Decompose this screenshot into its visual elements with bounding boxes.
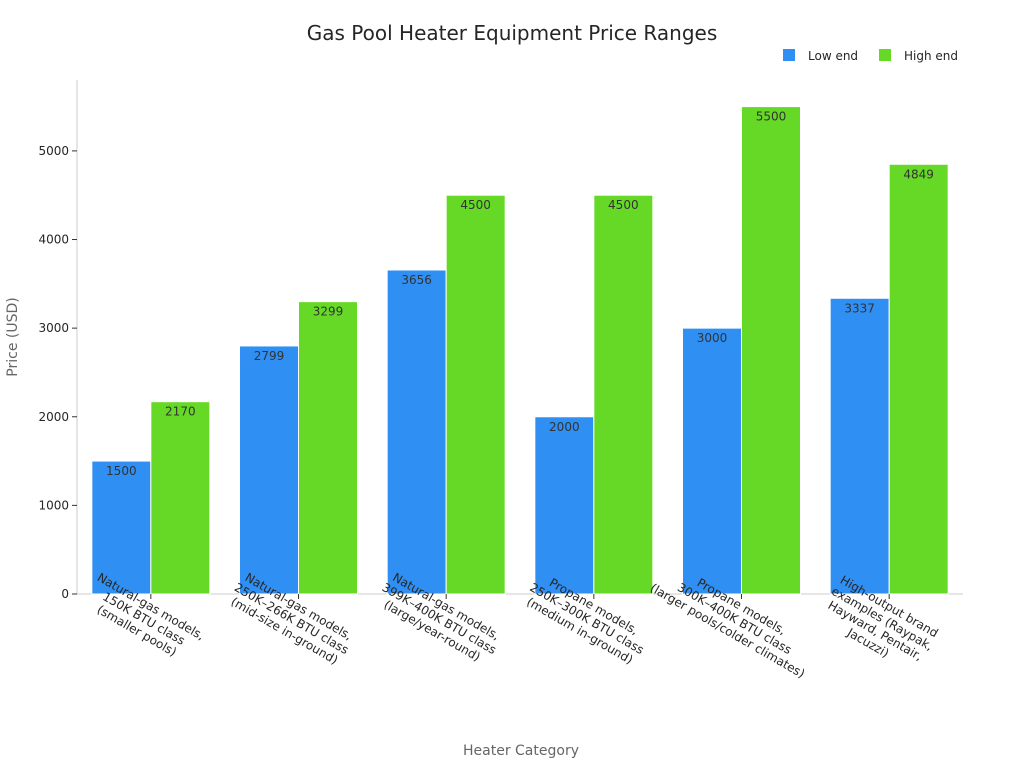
- bar-value-label: 1500: [106, 464, 137, 478]
- y-tick-label: 4000: [38, 233, 69, 247]
- bar-value-label: 2170: [165, 405, 196, 419]
- y-tick-label: 0: [61, 587, 69, 601]
- y-tick-label: 1000: [38, 498, 69, 512]
- y-tick-label: 2000: [38, 410, 69, 424]
- bar: [682, 327, 742, 595]
- bars: [91, 106, 949, 595]
- bar: [593, 194, 654, 595]
- bar-value-label: 3299: [313, 305, 344, 319]
- bar-value-label: 2799: [254, 349, 285, 363]
- bar-value-label: 3337: [844, 301, 875, 315]
- bar-value-label: 5500: [756, 110, 787, 124]
- bar: [298, 301, 358, 595]
- bar: [239, 345, 299, 595]
- legend-label: High end: [904, 49, 958, 63]
- bar: [445, 194, 506, 595]
- x-axis-label: Heater Category: [463, 743, 579, 759]
- y-axis-label: Price (USD): [5, 297, 21, 376]
- bar-value-label: 4500: [608, 198, 639, 212]
- bar: [829, 297, 890, 595]
- legend-swatch: [783, 49, 795, 61]
- bar-value-label: 2000: [549, 420, 580, 434]
- value-labels: 1500 2170 2799 3299 3656 4500 2000 4500 3000 5500…: [106, 110, 934, 478]
- bar: [534, 416, 595, 595]
- bar-value-label: 3000: [697, 331, 728, 345]
- legend: Low end High end: [783, 49, 958, 63]
- bar-value-label: 4849: [903, 167, 934, 181]
- y-tick-label: 5000: [38, 144, 69, 158]
- y-tick-label: 3000: [38, 321, 69, 335]
- bar: [741, 106, 801, 595]
- legend-swatch: [879, 49, 891, 61]
- bar-value-label: 3656: [401, 273, 432, 287]
- legend-label: Low end: [808, 49, 858, 63]
- bar: [150, 401, 211, 595]
- chart-title: Gas Pool Heater Equipment Price Ranges: [307, 21, 717, 45]
- bar: [888, 163, 949, 595]
- axes: 0 1000 2000 3000 4000 5000: [38, 80, 963, 601]
- bar-value-label: 4500: [460, 198, 491, 212]
- bar: [386, 269, 447, 595]
